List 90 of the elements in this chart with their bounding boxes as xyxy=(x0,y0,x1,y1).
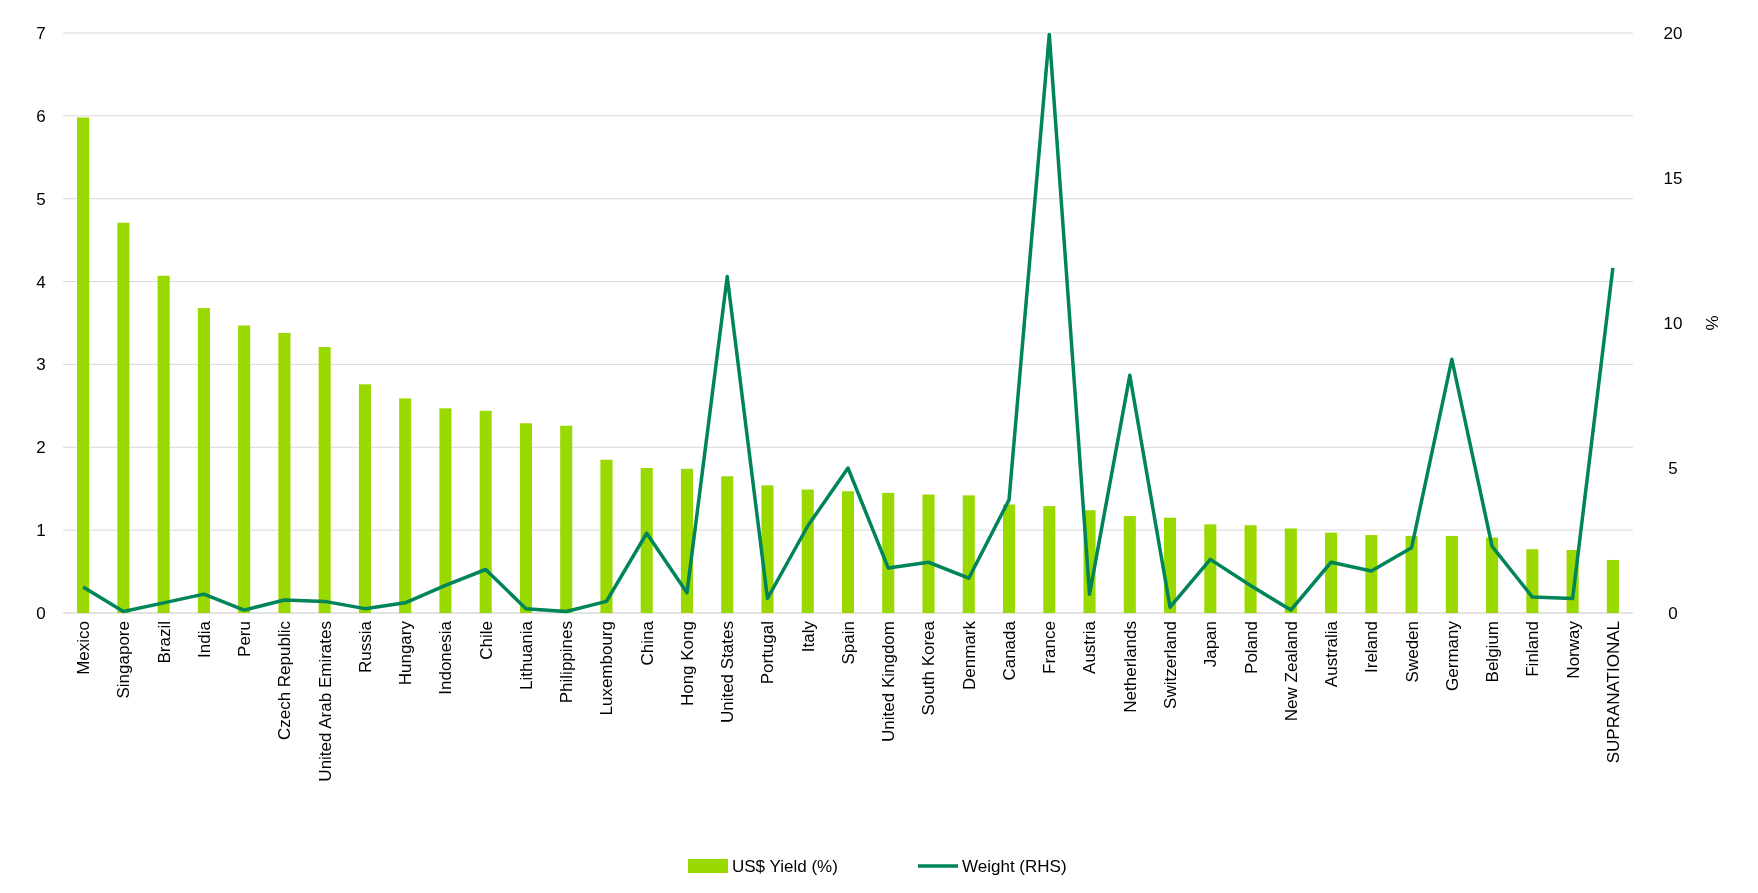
x-tick-label: New Zealand xyxy=(1281,621,1301,722)
x-tick-label: Japan xyxy=(1201,621,1221,668)
x-tick-label: Hungary xyxy=(396,620,416,686)
bar xyxy=(439,408,452,613)
bar xyxy=(1284,528,1297,613)
bar xyxy=(1244,525,1257,613)
line-series xyxy=(81,32,1615,614)
y-tick-label: 1 xyxy=(36,521,46,541)
legend-label: US$ Yield (%) xyxy=(732,856,838,876)
x-tick-label: Luxembourg xyxy=(597,621,617,716)
y2-tick-label: 0 xyxy=(1668,603,1678,623)
bar xyxy=(962,495,975,613)
x-tick-label: Germany xyxy=(1442,620,1462,691)
bar xyxy=(640,468,653,613)
y-tick-label: 7 xyxy=(36,23,46,43)
bar xyxy=(1526,549,1539,613)
x-tick-label: Hong Kong xyxy=(677,621,697,707)
x-tick-label: India xyxy=(194,620,214,658)
x-tick-label: Czech Republic xyxy=(275,620,295,741)
x-tick-label: United Arab Emirates xyxy=(315,621,335,782)
bar xyxy=(399,398,412,613)
bar xyxy=(841,491,855,613)
y2-tick-label: 5 xyxy=(1668,458,1678,478)
bar xyxy=(560,425,573,613)
x-tick-label: South Korea xyxy=(919,620,939,716)
bar xyxy=(801,489,814,613)
bar xyxy=(197,308,210,613)
x-tick-label: Switzerland xyxy=(1161,621,1180,709)
bar xyxy=(1445,535,1458,613)
bar xyxy=(1606,559,1619,613)
legend-label: Weight (RHS) xyxy=(962,856,1067,876)
x-tick-label: Australia xyxy=(1322,620,1342,688)
x-tick-label: Ireland xyxy=(1362,621,1382,673)
bar xyxy=(358,384,371,613)
x-tick-label: Norway xyxy=(1563,620,1583,679)
x-tick-label: Indonesia xyxy=(436,620,456,695)
x-tick-label: Lithuania xyxy=(516,620,536,691)
x-tick-label: Spain xyxy=(838,621,858,665)
x-tick-label: China xyxy=(637,620,657,666)
bar xyxy=(479,410,492,613)
x-tick-label: Chile xyxy=(476,621,496,660)
x-tick-label: Netherlands xyxy=(1120,621,1140,713)
x-tick-label: Sweden xyxy=(1402,621,1422,683)
y-tick-label: 0 xyxy=(36,603,46,623)
y2-tick-label: 20 xyxy=(1663,23,1683,43)
x-tick-label: Poland xyxy=(1241,621,1261,674)
x-tick-label: Brazil xyxy=(154,621,174,664)
x-tick-label: United Kingdom xyxy=(879,621,899,742)
bar xyxy=(1204,524,1217,613)
x-tick-label: France xyxy=(1040,621,1060,674)
bar xyxy=(600,459,613,613)
y-tick-label: 5 xyxy=(36,189,46,209)
bar xyxy=(1002,504,1016,613)
x-tick-label: Philippines xyxy=(557,621,577,704)
x-tick-label: Portugal xyxy=(758,621,778,685)
y-tick-label: 3 xyxy=(36,355,46,375)
x-tick-label: Singapore xyxy=(114,621,134,699)
x-tick-label: SUPRANATIONAL xyxy=(1603,621,1623,764)
x-tick-label: Russia xyxy=(355,620,375,673)
y2-tick-label: 10 xyxy=(1663,313,1683,333)
y-tick-label: 2 xyxy=(36,438,46,458)
x-tick-label: Austria xyxy=(1080,620,1100,674)
y2-axis-title: % xyxy=(1703,315,1722,331)
bar xyxy=(1365,535,1378,613)
y-tick-label: 6 xyxy=(36,106,46,126)
bar xyxy=(1405,535,1418,613)
x-tick-label: Belgium xyxy=(1483,621,1503,683)
bar xyxy=(519,423,532,613)
bar xyxy=(318,347,331,613)
bar xyxy=(882,492,895,613)
bar xyxy=(1325,532,1338,613)
bar xyxy=(238,325,251,613)
x-tick-label: Denmark xyxy=(959,620,979,690)
bar xyxy=(278,332,291,613)
bar xyxy=(1123,516,1136,613)
y-tick-label: 4 xyxy=(36,272,46,292)
bar xyxy=(922,494,935,613)
x-tick-label: United States xyxy=(718,621,738,724)
y2-tick-label: 15 xyxy=(1663,168,1683,188)
bar xyxy=(77,117,90,613)
x-tick-label: Finland xyxy=(1523,621,1543,677)
bar xyxy=(721,476,734,613)
bar xyxy=(157,275,170,613)
x-tick-label: Canada xyxy=(999,620,1019,681)
bar xyxy=(117,222,130,613)
x-tick-label: Peru xyxy=(235,621,255,657)
x-tick-label: Italy xyxy=(798,620,818,653)
bar xyxy=(1043,506,1056,613)
bar xyxy=(1486,537,1499,613)
x-tick-label: Mexico xyxy=(74,621,94,675)
